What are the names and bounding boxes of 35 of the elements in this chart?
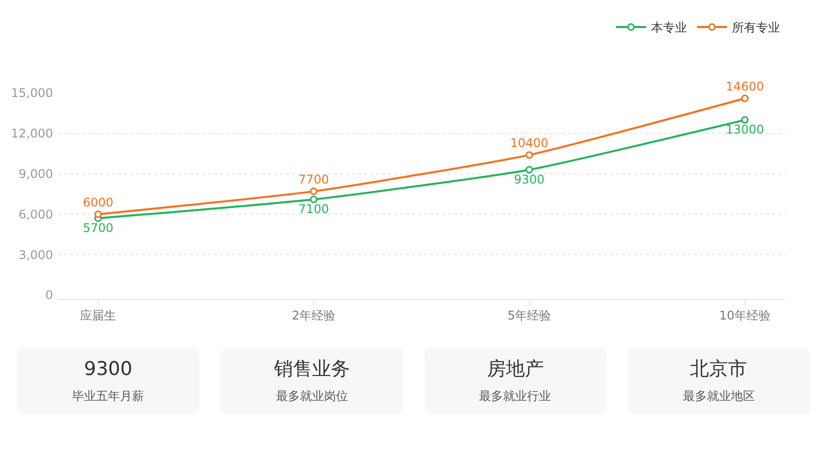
- data-label: 6000: [82, 195, 114, 210]
- legend-label: 所有专业: [732, 20, 780, 35]
- y-tick-label: 6,000: [18, 207, 53, 222]
- text: 最多就业岗位: [276, 389, 348, 403]
- data-label: 9300: [514, 172, 545, 187]
- y-tick-label: 3,000: [18, 248, 53, 262]
- x-tick-label: 应届生: [80, 308, 116, 322]
- text: 房地产: [487, 358, 544, 380]
- legend-label: 本专业: [651, 20, 687, 35]
- text: 最多就业行业: [479, 389, 551, 403]
- x-tick-label: 10年经验: [719, 308, 771, 322]
- data-label: 10400: [510, 136, 548, 150]
- data-label: 7100: [298, 202, 329, 216]
- text: 销售业务: [273, 358, 350, 380]
- x-tick-label: 5年经验: [507, 308, 552, 322]
- point: [741, 116, 749, 124]
- point: [310, 188, 318, 196]
- y-tick-label: 12,000: [11, 126, 53, 141]
- point: [526, 151, 534, 159]
- point: [526, 166, 534, 174]
- data-label: 5700: [82, 220, 114, 235]
- text: 9300: [84, 358, 132, 380]
- text: 最多就业地区: [683, 389, 755, 403]
- point: [94, 210, 102, 218]
- y-tick-label: 15,000: [11, 86, 53, 100]
- y-tick-label: 9,000: [18, 167, 53, 181]
- data-label: 14600: [726, 80, 764, 94]
- data-label: 7700: [298, 172, 329, 187]
- text: 北京市: [690, 358, 747, 380]
- data-label: 13000: [726, 122, 764, 137]
- text: 毕业五年月薪: [72, 389, 144, 403]
- x-tick-label: 2年经验: [292, 308, 336, 322]
- y-tick-label: 0: [45, 288, 53, 302]
- point: [310, 196, 318, 204]
- point: [741, 94, 749, 102]
